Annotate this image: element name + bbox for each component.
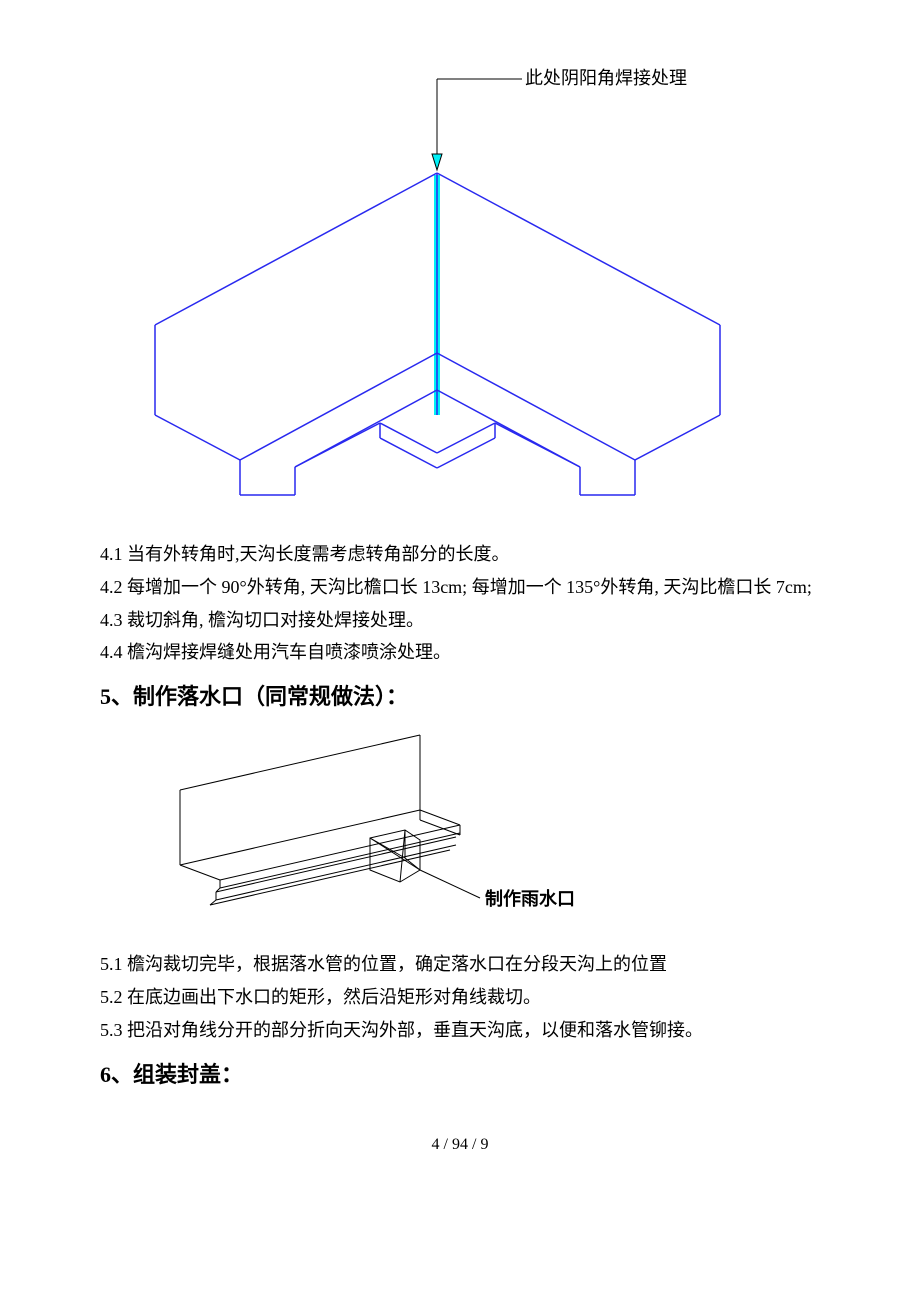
rain-outlet-diagram: 制作雨水口 (140, 730, 600, 930)
section4-item2: 4.2 每增加一个 90°外转角, 天沟比檐口长 13cm; 每增加一个 135… (100, 573, 820, 602)
heading-6: 6、组装封盖： (100, 1057, 820, 1092)
page-footer: 4 / 94 / 9 (100, 1132, 820, 1158)
corner-weld-diagram: 此处阴阳角焊接处理 (120, 60, 800, 520)
section5-item2: 5.2 在底边画出下水口的矩形，然后沿矩形对角线裁切。 (100, 983, 820, 1012)
section4-item1: 4.1 当有外转角时,天沟长度需考虑转角部分的长度。 (100, 540, 820, 569)
gutter-outlet-structure (180, 735, 460, 905)
annotation-arrowhead (432, 154, 442, 170)
corner-diagram-container: 此处阴阳角焊接处理 (100, 60, 820, 520)
section4-item3: 4.3 裁切斜角, 檐沟切口对接处焊接处理。 (100, 606, 820, 635)
section4-item4: 4.4 檐沟焊接焊缝处用汽车自喷漆喷涂处理。 (100, 638, 820, 667)
section5-item3: 5.3 把沿对角线分开的部分折向天沟外部，垂直天沟底，以便和落水管铆接。 (100, 1016, 820, 1045)
outlet-annotation-leader (420, 870, 480, 898)
diagram2-annotation-text: 制作雨水口 (485, 888, 575, 909)
section5-item1: 5.1 檐沟裁切完毕，根据落水管的位置，确定落水口在分段天沟上的位置 (100, 950, 820, 979)
outlet-diagram-container: 制作雨水口 (100, 730, 820, 930)
diagram1-annotation-text: 此处阴阳角焊接处理 (525, 68, 687, 88)
heading-5: 5、制作落水口（同常规做法）： (100, 679, 820, 714)
gutter-structure (155, 173, 720, 495)
